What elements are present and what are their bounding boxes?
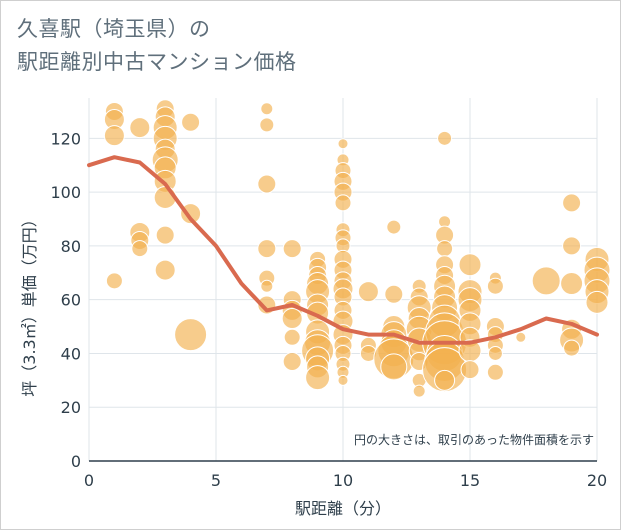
chart-title-line2: 駅距離別中古マンション価格: [17, 50, 297, 74]
average-price-line: [87, 155, 599, 345]
data-bubble: [334, 194, 352, 212]
data-bubble: [260, 102, 274, 116]
data-bubble: [486, 363, 504, 381]
data-bubble: [437, 130, 453, 146]
data-bubble: [585, 290, 609, 314]
data-bubble: [458, 253, 482, 277]
data-bubble: [154, 259, 176, 281]
data-bubble: [282, 239, 302, 259]
data-bubble: [283, 328, 301, 346]
data-bubble: [337, 374, 349, 386]
y-axis-title: 坪（3.3㎡）単価（万円）: [20, 211, 39, 396]
data-bubble: [105, 272, 123, 290]
bubble-size-note: 円の大きさは、取引のあった物件面積を示す: [354, 432, 594, 447]
data-bubble: [129, 117, 151, 139]
y-tick-label: 20: [61, 398, 81, 417]
data-bubble: [384, 284, 404, 304]
data-bubble: [357, 281, 379, 303]
data-bubble: [174, 318, 208, 352]
data-bubble: [563, 339, 581, 357]
y-tick-label: 40: [61, 344, 81, 363]
data-bubble: [487, 345, 503, 361]
data-bubble: [155, 225, 175, 245]
data-bubble: [180, 203, 202, 225]
chart-title-line1: 久喜駅（埼玉県）の: [17, 17, 211, 41]
data-bubble: [281, 307, 303, 329]
data-bubble: [386, 219, 402, 235]
y-tick-label: 120: [50, 129, 81, 148]
data-bubble: [434, 369, 456, 391]
data-bubble: [103, 125, 125, 147]
data-bubble: [260, 279, 274, 293]
data-bubble: [305, 365, 331, 391]
data-bubble: [380, 353, 408, 381]
x-tick-label: 15: [460, 471, 480, 490]
data-bubble: [282, 352, 302, 372]
x-tick-label: 20: [587, 471, 607, 490]
data-bubble: [181, 112, 201, 132]
data-bubble: [412, 384, 426, 398]
data-bubble: [257, 239, 277, 259]
y-tick-label: 0: [71, 452, 81, 471]
data-bubble: [562, 193, 582, 213]
y-tick-label: 80: [61, 237, 81, 256]
x-tick-labels: 0 5 10 15 20: [84, 471, 607, 490]
data-bubble: [436, 240, 454, 258]
y-tick-label: 60: [61, 291, 81, 310]
chart-title: 久喜駅（埼玉県）の 駅距離別中古マンション価格: [17, 13, 297, 79]
data-bubble: [131, 240, 149, 258]
y-tick-labels: 0 20 40 60 80 100 120: [50, 129, 81, 471]
x-tick-label: 10: [333, 471, 353, 490]
x-tick-label: 5: [211, 471, 221, 490]
x-axis-title: 駅距離（分）: [295, 499, 391, 518]
y-tick-label: 100: [50, 183, 81, 202]
data-bubble: [337, 138, 349, 150]
bubble-layer: [103, 99, 611, 398]
data-bubble: [562, 236, 582, 256]
data-bubble: [257, 174, 277, 194]
data-bubble: [259, 117, 275, 133]
data-bubble: [515, 331, 527, 343]
x-tick-label: 0: [84, 471, 94, 490]
data-bubble: [460, 360, 480, 380]
data-bubble: [531, 266, 561, 296]
data-bubble: [560, 272, 584, 296]
data-bubble: [486, 277, 504, 295]
